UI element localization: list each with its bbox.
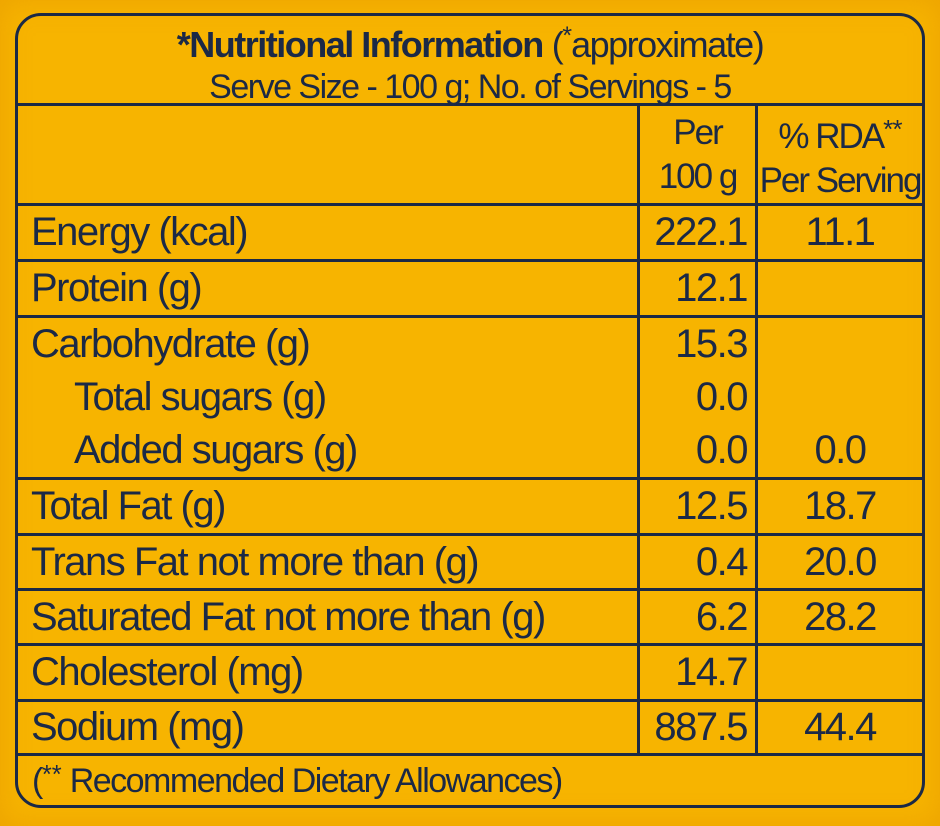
table-row-total-fat: Total Fat (g) 12.5 18.7 [18,480,922,536]
approx-asterisk: * [562,22,572,50]
row-value-rda [758,371,922,424]
row-value-rda [755,646,922,699]
footnote-asterisks: ** [41,761,62,789]
row-value-per-100g: 6.2 [637,591,755,643]
row-label: Protein (g) [31,266,203,310]
row-value-per-100g: 14.7 [637,646,755,699]
row-label: Trans Fat not more than (g) [31,539,480,584]
row-label: Cholesterol (mg) [31,650,304,694]
row-value-per-100g: 887.5 [637,702,755,753]
group-values-per-100g: 15.3 0.0 0.0 [637,318,755,477]
column-header-empty [18,106,637,203]
row-label: Sodium (mg) [31,705,245,749]
row-value-per-100g: 0.0 [695,428,749,472]
rda-asterisks: ** [883,113,902,144]
row-value-rda [755,262,922,315]
row-label: Added sugars (g) [74,428,358,472]
page-title: *Nutritional Information (*approximate) [176,16,765,67]
row-value-rda: 18.7 [755,480,922,533]
row-label: Carbohydrate (g) [31,322,311,366]
row-value-rda: 28.2 [755,591,922,643]
serve-size-info: Serve Size - 100 g; No. of Servings - 5 [209,68,732,106]
row-label: Energy (kcal) [31,210,249,254]
row-label: Saturated Fat not more than (g) [31,594,546,639]
table-row-saturated-fat: Saturated Fat not more than (g) 6.2 28.2 [18,591,922,646]
table-row-sodium: Sodium (mg) 887.5 44.4 [18,702,922,756]
table-row-energy: Energy (kcal) 222.1 11.1 [18,206,922,262]
table-row-trans-fat: Trans Fat not more than (g) 0.4 20.0 [18,536,922,591]
table-row-carbohydrate-group: Carbohydrate (g) Total sugars (g) Added … [18,318,922,480]
column-header-per-100g: Per 100 g [637,106,755,203]
row-value-per-100g: 12.1 [637,262,755,315]
footnote: (** Recommended Dietary Allowances) [32,761,563,800]
title-approx-note: (*approximate) [551,22,765,65]
row-value-per-100g: 0.4 [637,536,755,588]
column-header-rda: % RDA** Per Serving [755,106,922,203]
row-value-rda: 44.4 [755,702,922,753]
table-row-cholesterol: Cholesterol (mg) 14.7 [18,646,922,702]
column-header-row: Per 100 g % RDA** Per Serving [18,106,922,206]
row-label: Total Fat (g) [31,484,226,528]
row-value-per-100g: 15.3 [675,322,748,366]
row-value-per-100g: 0.0 [695,375,749,419]
title-text: *Nutritional Information [176,24,544,65]
group-labels: Carbohydrate (g) Total sugars (g) Added … [18,318,637,477]
table-header: *Nutritional Information (*approximate) S… [18,16,922,106]
table-row-protein: Protein (g) 12.1 [18,262,922,318]
group-values-rda: 0.0 [755,318,922,477]
row-value-per-100g: 222.1 [637,206,755,259]
row-value-per-100g: 12.5 [637,480,755,533]
nutrition-table: *Nutritional Information (*approximate) S… [15,13,925,808]
row-value-rda: 11.1 [755,206,922,259]
row-value-rda: 0.0 [814,428,867,472]
row-value-rda: 20.0 [755,536,922,588]
row-label: Total sugars (g) [74,375,327,419]
row-value-rda [758,318,922,371]
